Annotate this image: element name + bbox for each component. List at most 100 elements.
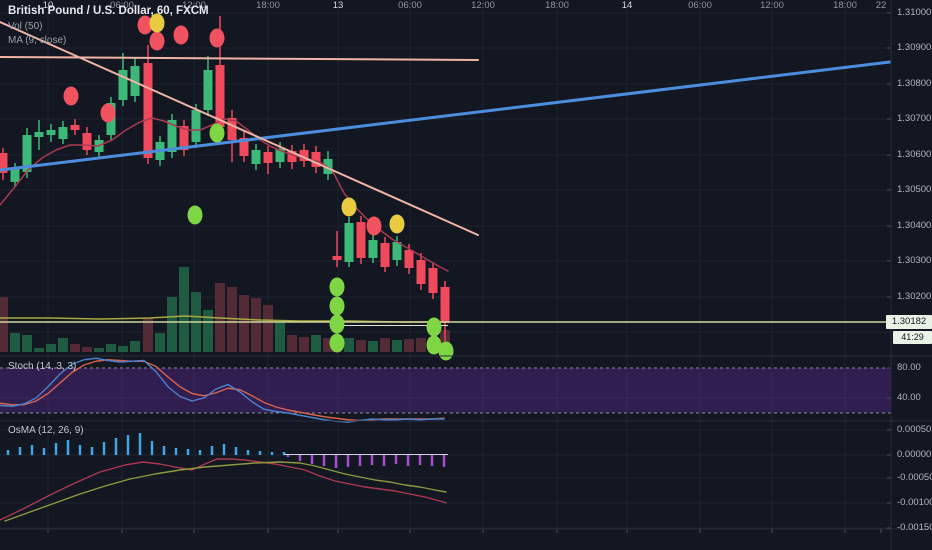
price-axis-label: 1.30900 xyxy=(897,42,932,53)
candle-body xyxy=(275,149,285,162)
price-axis-label: 1.30200 xyxy=(897,291,932,302)
time-axis-label: 18:00 xyxy=(545,0,569,11)
volume-bar xyxy=(404,339,414,352)
candle-body xyxy=(203,70,213,110)
candle-body xyxy=(10,168,20,182)
osma-axis-label: -0.00100 xyxy=(897,497,932,508)
volume-bar xyxy=(94,348,104,352)
volume-bar xyxy=(344,338,354,352)
red-signal-dot xyxy=(173,25,189,45)
candle-body xyxy=(404,250,414,268)
price-axis-label: 1.30400 xyxy=(897,220,932,231)
red-signal-dot xyxy=(149,31,165,51)
green-signal-dot xyxy=(329,296,345,316)
red-signal-dot xyxy=(137,15,153,35)
candle-body xyxy=(344,223,354,262)
price-axis-label: 1.30800 xyxy=(897,78,932,89)
osma-signal-line xyxy=(4,461,447,522)
volume-bar xyxy=(416,338,426,352)
candle-body xyxy=(70,125,80,130)
volume-bar xyxy=(227,287,237,352)
candle-body xyxy=(167,120,177,152)
bar-countdown-badge: 41:29 xyxy=(893,331,932,344)
candle-body xyxy=(82,133,92,150)
time-axis-label: 06:00 xyxy=(688,0,712,11)
osma-indicator-label[interactable]: OsMA (12, 26, 9) xyxy=(8,425,84,436)
stoch-indicator-label[interactable]: Stoch (14, 3, 3) xyxy=(8,361,77,372)
volume-bar xyxy=(179,267,189,352)
time-axis-label: 13 xyxy=(332,0,344,11)
volume-bar xyxy=(356,340,366,352)
volume-bar xyxy=(118,346,128,352)
volume-bar xyxy=(299,337,309,352)
last-price-badge: 1.30182 xyxy=(886,315,932,329)
price-axis-label: 1.30600 xyxy=(897,149,932,160)
red-signal-dot xyxy=(366,216,382,236)
volume-indicator-label[interactable]: Vol (50) xyxy=(8,21,43,32)
stoch-axis-label: 40.00 xyxy=(897,392,921,403)
time-axis-label: 10 xyxy=(42,0,54,11)
candle-body xyxy=(428,268,438,293)
candle-body xyxy=(368,240,378,258)
osma-axis-label: -0.00150 xyxy=(897,522,932,533)
support-trendline xyxy=(0,60,892,172)
stoch-band xyxy=(0,367,891,414)
time-axis-label: 12:00 xyxy=(760,0,784,11)
yellow-signal-dot xyxy=(149,13,165,33)
volume-bar xyxy=(130,341,140,352)
volume-bar xyxy=(380,338,390,352)
volume-bar xyxy=(311,335,321,352)
volume-bar xyxy=(323,338,333,352)
green-signal-dot xyxy=(329,314,345,334)
osma-macd-line xyxy=(0,458,447,521)
price-axis-label: 1.30300 xyxy=(897,255,932,266)
volume-bar xyxy=(287,335,297,352)
candle-body xyxy=(118,70,128,100)
candle-body xyxy=(46,130,56,135)
volume-bar xyxy=(10,333,20,352)
stoch-overbought-oversold-band xyxy=(0,368,891,413)
green-signal-dot xyxy=(438,341,454,361)
volume-bar xyxy=(368,341,378,352)
red-signal-dot xyxy=(63,86,79,106)
volume-bar xyxy=(82,347,92,352)
time-axis-label: 06:00 xyxy=(110,0,134,11)
candle-body xyxy=(332,256,342,260)
candle-body xyxy=(311,152,321,167)
price-axis-label: 1.31000 xyxy=(897,7,932,18)
volume-bar xyxy=(251,298,261,352)
resistance-trendline xyxy=(0,56,479,61)
price-axis-label: 1.30500 xyxy=(897,184,932,195)
ma-indicator-label[interactable]: MA (9, close) xyxy=(8,35,67,46)
green-signal-dot xyxy=(329,277,345,297)
candle-body xyxy=(440,287,450,323)
volume-bar xyxy=(263,305,273,352)
volume-bar xyxy=(106,344,116,352)
green-signal-dot xyxy=(426,317,442,337)
candle-body xyxy=(215,65,225,127)
volume-layer xyxy=(0,267,450,352)
candle-body xyxy=(299,150,309,161)
stoch-layer xyxy=(0,357,445,423)
signal-dots-layer xyxy=(63,13,454,361)
symbol-title[interactable]: British Pound / U.S. Dollar, 60, FXCM xyxy=(8,5,209,17)
time-axis-label: 18:00 xyxy=(833,0,857,11)
candle-body xyxy=(191,110,201,142)
volume-bar xyxy=(203,310,213,352)
candle-body xyxy=(239,138,249,156)
green-signal-dot xyxy=(329,333,345,353)
osma-axis-label: 0.00050 xyxy=(897,424,932,435)
yellow-signal-dot xyxy=(389,214,405,234)
volume-bar xyxy=(392,340,402,352)
candle-body xyxy=(416,260,426,284)
osma-layer xyxy=(0,433,448,522)
candle-body xyxy=(356,222,366,258)
stoch-k-line xyxy=(0,357,445,423)
volume-bar xyxy=(58,338,68,352)
candle-body xyxy=(130,66,140,96)
volume-bar xyxy=(70,344,80,352)
time-axis-label: 14 xyxy=(621,0,633,11)
candle-body xyxy=(58,127,68,139)
